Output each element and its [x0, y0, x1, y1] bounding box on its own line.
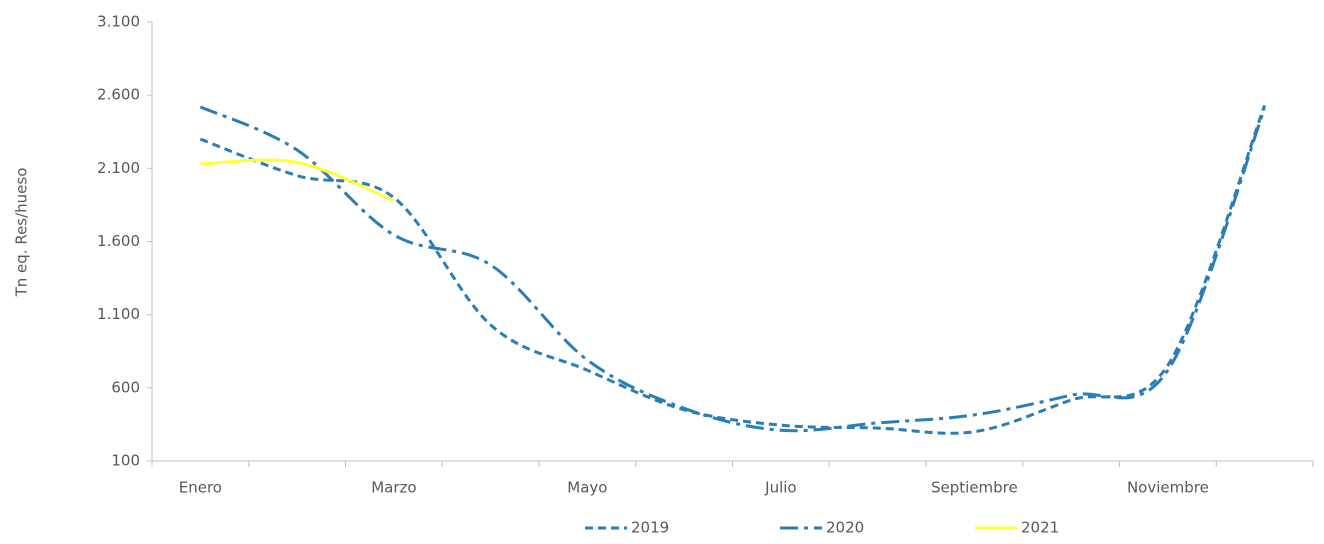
x-tick-label: Julio: [764, 479, 796, 497]
x-tick-label: Septiembre: [931, 479, 1018, 497]
y-tick-label: 1.100: [97, 305, 140, 323]
line-series: [199, 104, 1267, 435]
x-tick-label: Noviembre: [1127, 479, 1209, 497]
x-tick-label: Marzo: [371, 479, 416, 497]
y-tick-label: 1.600: [97, 232, 140, 250]
y-tick-label: 2.100: [97, 159, 140, 177]
y-axis-label: Tn eq. Res/hueso: [13, 168, 31, 298]
line-series: [200, 158, 395, 202]
x-tick-label: Enero: [179, 479, 222, 497]
x-tick-label: Mayo: [567, 479, 607, 497]
legend-label: 2019: [631, 519, 669, 537]
legend-label: 2021: [1021, 519, 1059, 537]
y-tick-label: 600: [111, 378, 140, 396]
legend-label: 2020: [826, 519, 864, 537]
y-tick-label: 3.100: [97, 13, 140, 31]
y-tick-label: 2.600: [97, 86, 140, 104]
line-series: [199, 105, 1267, 433]
y-tick-label: 100: [111, 452, 140, 470]
